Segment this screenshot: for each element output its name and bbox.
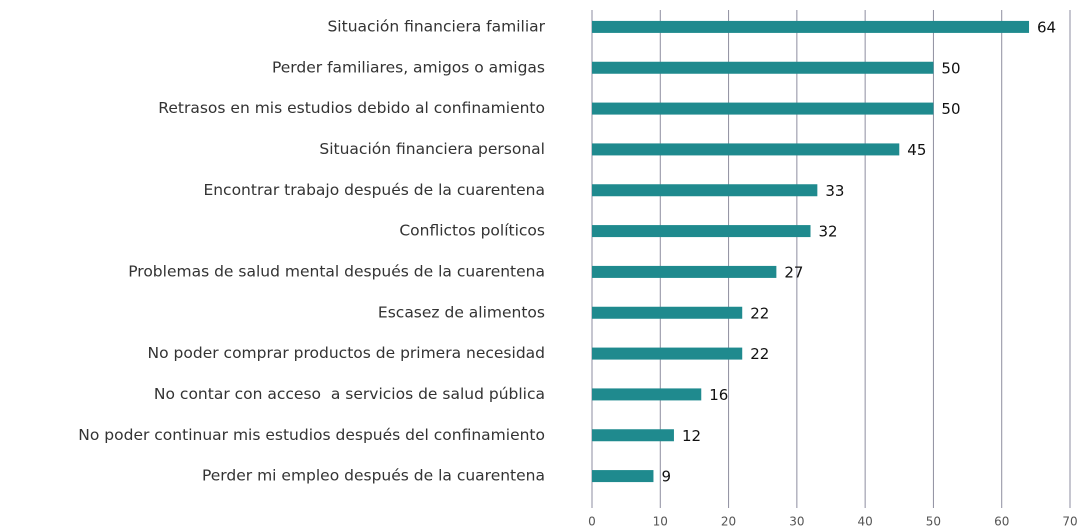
category-label: No poder continuar mis estudios después … <box>78 426 545 444</box>
x-tick-label: 30 <box>789 515 804 529</box>
category-label: Situación financiera personal <box>319 140 545 158</box>
bar <box>592 470 654 483</box>
value-label: 12 <box>682 427 701 445</box>
bar <box>592 143 900 156</box>
bar <box>592 306 743 319</box>
value-label: 27 <box>784 263 803 281</box>
bar <box>592 429 674 442</box>
bar <box>592 20 1030 33</box>
category-label: Retrasos en mis estudios debido al confi… <box>158 99 545 117</box>
category-label: Perder mi empleo después de la cuarenten… <box>202 467 545 485</box>
x-tick-label: 60 <box>994 515 1009 529</box>
bar <box>592 184 818 197</box>
x-tick-label: 20 <box>721 515 736 529</box>
x-tick-label: 40 <box>858 515 873 529</box>
category-label: Perder familiares, amigos o amigas <box>272 58 545 76</box>
category-label: Problemas de salud mental después de la … <box>128 262 545 280</box>
bar <box>592 388 702 401</box>
bar <box>592 225 811 238</box>
value-label: 45 <box>907 141 926 159</box>
x-tick-label: 10 <box>653 515 668 529</box>
bar <box>592 265 777 278</box>
value-label: 33 <box>825 182 844 200</box>
value-label: 9 <box>661 468 671 486</box>
category-label: Conflictos políticos <box>399 222 545 240</box>
bar <box>592 102 934 115</box>
value-label: 64 <box>1037 18 1056 36</box>
bar <box>592 347 743 360</box>
value-label: 16 <box>709 386 728 404</box>
value-label: 22 <box>750 345 769 363</box>
category-label: Encontrar trabajo después de la cuarente… <box>203 181 545 199</box>
category-label: Situación financiera familiar <box>327 17 545 35</box>
value-label: 50 <box>941 100 960 118</box>
value-label: 32 <box>819 223 838 241</box>
category-label: No contar con acceso a servicios de salu… <box>154 385 545 403</box>
value-label: 50 <box>941 59 960 77</box>
value-label: 22 <box>750 304 769 322</box>
bar <box>592 61 934 74</box>
x-tick-label: 0 <box>588 515 596 529</box>
x-tick-label: 50 <box>926 515 941 529</box>
category-label: Escasez de alimentos <box>378 303 545 321</box>
x-tick-label: 70 <box>1062 515 1077 529</box>
category-label: No poder comprar productos de primera ne… <box>148 344 545 362</box>
